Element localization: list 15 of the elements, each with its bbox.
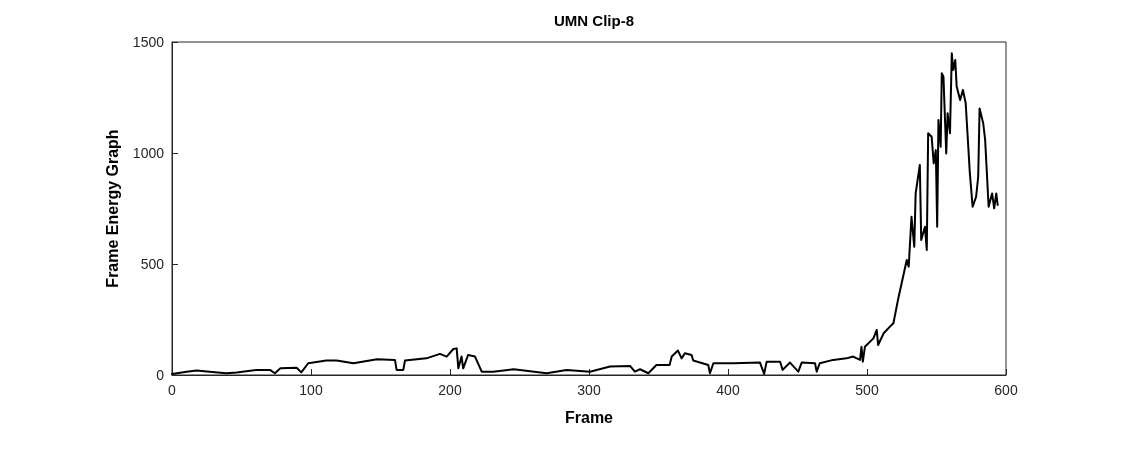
x-tick-label: 500	[855, 382, 879, 398]
x-tick-label: 400	[716, 382, 740, 398]
x-tick-label: 100	[299, 382, 323, 398]
y-tick-label: 1500	[132, 34, 165, 50]
x-tick-label: 300	[577, 382, 601, 398]
line-series	[171, 52, 999, 375]
y-tick-label: 0	[156, 367, 165, 383]
y-tick-label: 1000	[132, 145, 165, 161]
x-tick-label: 0	[168, 382, 177, 398]
y-tick-label: 500	[140, 256, 165, 272]
x-tick-label: 600	[994, 382, 1018, 398]
x-tick-label: 200	[438, 382, 462, 398]
x-axis-title: Frame	[564, 408, 614, 426]
chart-title: UMN Clip-8	[554, 12, 634, 29]
y-axis-title: Frame Energy Graph	[103, 129, 121, 288]
